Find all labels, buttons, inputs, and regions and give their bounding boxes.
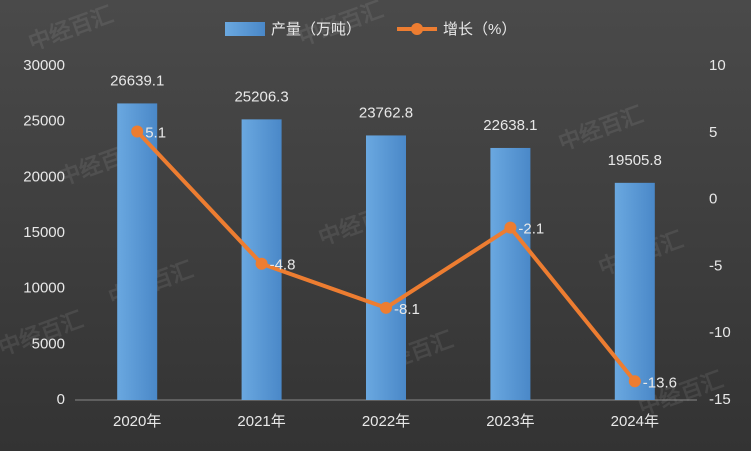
x-tick-label: 2024年	[611, 413, 659, 430]
line-value-label: -8.1	[394, 301, 420, 318]
line-value-label: 5.1	[145, 124, 166, 141]
bar	[366, 135, 406, 400]
bar-value-label: 23762.8	[359, 104, 413, 121]
legend-label: 产量（万吨）	[271, 21, 361, 38]
bar-value-label: 25206.3	[234, 88, 288, 105]
x-tick-label: 2022年	[362, 413, 410, 430]
y-tick-label: 25000	[23, 113, 65, 130]
bar	[117, 103, 158, 400]
bar-value-label: 22638.1	[483, 117, 537, 134]
x-tick-label: 2021年	[237, 413, 285, 430]
line-value-label: -13.6	[643, 374, 677, 391]
line-point	[131, 125, 144, 138]
line-value-label: -2.1	[518, 221, 544, 238]
bar	[614, 182, 655, 400]
bar-value-label: 26639.1	[110, 72, 164, 89]
line-value-label: -4.8	[270, 257, 296, 274]
x-tick-label: 2020年	[113, 413, 161, 430]
y2-tick-label: -15	[709, 391, 731, 408]
line-point	[628, 375, 641, 388]
y2-tick-label: 5	[709, 124, 717, 141]
legend-label: 增长（%）	[443, 21, 516, 38]
legend-swatch	[225, 22, 265, 36]
y-tick-label: 5000	[32, 335, 65, 352]
y-tick-label: 0	[57, 391, 65, 408]
x-tick-label: 2023年	[486, 413, 534, 430]
bar	[490, 147, 531, 400]
line-point	[380, 301, 392, 314]
line-point	[255, 257, 268, 270]
legend-swatch	[411, 23, 424, 35]
y-tick-label: 30000	[23, 57, 65, 74]
y2-tick-label: 10	[709, 57, 726, 74]
y-tick-label: 15000	[23, 224, 65, 241]
y-tick-label: 10000	[23, 280, 65, 297]
y2-tick-label: 0	[709, 191, 717, 208]
y-tick-label: 20000	[23, 168, 65, 185]
y2-tick-label: -10	[709, 324, 731, 341]
y2-tick-label: -5	[709, 257, 722, 274]
line-point	[504, 221, 517, 234]
bar-value-label: 19505.8	[608, 152, 662, 169]
